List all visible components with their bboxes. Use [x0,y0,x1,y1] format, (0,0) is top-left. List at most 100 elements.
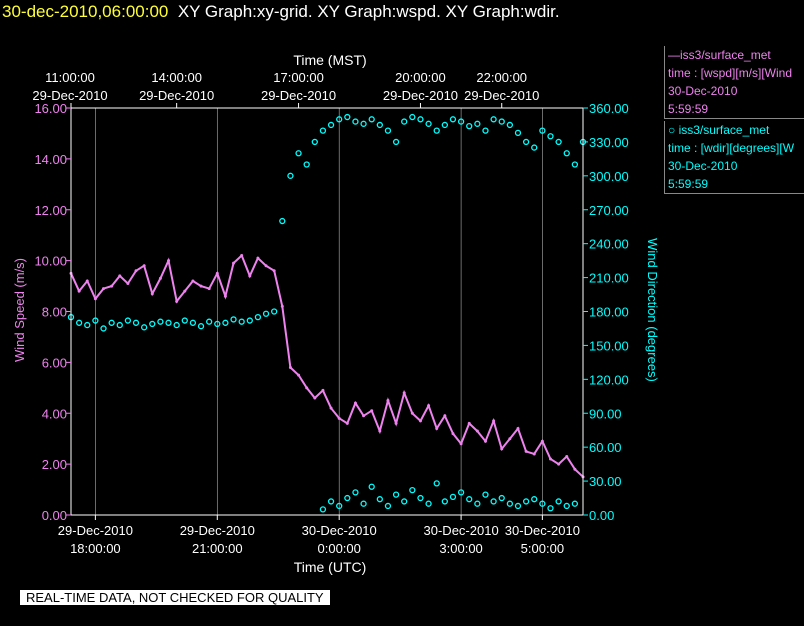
right-tick-label-0: 0.00 [589,508,614,523]
series-wspd-point-29 [305,386,309,390]
series-wspd-point-38 [378,429,382,433]
top-tick-date-3: 29-Dec-2010 [383,88,458,103]
top-tick-date-2: 29-Dec-2010 [261,88,336,103]
series-wspd-point-60 [557,462,561,466]
series-wspd-point-43 [418,419,422,423]
series-wdir-point-14 [181,317,188,324]
bottom-tick-time-4: 5:00:00 [521,541,564,556]
series-wdir-point-41 [401,118,408,125]
bottom-tick-date-1: 29-Dec-2010 [180,523,255,538]
series-wdir_low-point-11 [409,486,416,494]
top-tick-time-0: 11:00:00 [45,70,95,85]
series-wdir-point-54 [506,121,514,129]
series-wspd-point-7 [126,282,130,286]
series-wdir-point-16 [197,323,205,330]
series-wdir_low-point-8 [384,502,392,510]
series-wspd-point-21 [240,254,244,258]
series-wspd-point-4 [102,287,106,291]
top-tick-time-2: 17:00:00 [273,70,324,85]
series-wspd-point-57 [532,452,536,456]
right-tick-label-1: 30.00 [589,474,622,489]
right-tick-label-4: 120.00 [589,372,629,387]
series-wdir-point-17 [206,318,213,325]
series-wspd-point-40 [394,421,398,425]
series-wdir-point-49 [466,122,473,130]
series-wdir-point-10 [149,320,156,328]
bottom-axis-title: Time (UTC) [294,559,367,575]
series-wdir-point-53 [498,118,505,125]
series-wdir-point-22 [246,317,253,324]
series-wspd-point-59 [548,457,552,461]
series-wdir_low-point-27 [539,500,546,507]
series-wdir-point-8 [132,319,140,326]
series-wdir-point-2 [84,321,91,329]
series-layer [67,113,587,513]
legend-wspd-source: —iss3/surface_met [668,48,771,62]
legend-wspd-date: 30-Dec-2010 [668,84,738,98]
series-wdir-point-18 [214,320,221,328]
series-wdir-point-23 [254,314,262,321]
left-tick-label-1: 2.00 [42,457,67,472]
series-wspd-point-25 [272,269,276,273]
series-wspd-point-49 [467,421,471,425]
series-wdir_low-point-5 [360,500,367,507]
series-wspd-point-16 [199,284,203,288]
series-wspd-point-28 [297,373,301,377]
series-wspd-line [70,253,584,478]
right-tick-label-3: 90.00 [589,406,622,421]
series-wdir-point-35 [352,118,359,125]
series-wdir-point-38 [376,121,383,129]
axis-ticks: 29-Dec-2010 18:00:00 29-Dec-2010 21:00:00 30… [32,70,628,556]
series-wdir_low-point-17 [457,489,465,496]
series-wspd-point-26 [280,304,284,308]
right-tick-label-5: 150.00 [589,338,629,353]
series-wspd-point-22 [248,274,252,278]
series-wdir-point-27 [287,172,294,179]
left-tick-label-0: 0.00 [42,508,67,523]
series-wspd-point-15 [191,279,195,283]
series-wdir_low-point-0 [319,506,327,513]
series-wdir_low-point-16 [449,493,457,501]
left-tick-label-5: 10.00 [34,254,67,269]
series-wspd-point-10 [150,292,154,296]
series-wdir-point-19 [222,319,229,326]
series-wdir-point-52 [490,116,497,123]
series-wspd-point-44 [427,404,431,408]
series-wspd-point-50 [475,429,479,433]
series-wdir-point-58 [539,127,546,134]
series-wspd-point-30 [313,396,317,400]
series-wdir_low-point-13 [425,500,432,507]
legend-wspd: —iss3/surface_met time : [wspd][m/s][Win… [664,46,804,119]
top-tick-date-1: 29-Dec-2010 [139,88,214,103]
top-tick-time-3: 20:00:00 [395,70,446,85]
series-wdir-point-30 [311,138,318,146]
series-wdir_low-point-30 [563,502,570,510]
series-wdir_low-point-24 [514,502,522,510]
series-wdir-point-32 [327,121,335,129]
series-wdir-point-4 [100,325,107,332]
left-tick-label-3: 6.00 [42,355,67,370]
right-tick-label-12: 360.00 [589,101,629,116]
series-wspd-point-39 [386,399,390,403]
left-axis-title: Wind Speed (m/s) [12,258,27,362]
series-wspd-point-46 [443,414,447,418]
series-wspd-point-19 [223,294,227,298]
bottom-tick-date-0: 29-Dec-2010 [58,523,133,538]
series-wspd-point-8 [134,269,138,273]
series-wdir-point-61 [563,150,570,157]
series-wdir-point-20 [230,316,237,323]
series-wdir-point-50 [474,120,481,127]
right-axis-title: Wind Direction (degrees) [645,238,660,382]
series-wdir-point-21 [238,318,245,325]
series-wdir_low-point-10 [401,498,408,505]
top-tick-date-4: 29-Dec-2010 [464,88,539,103]
series-wdir_low-point-7 [376,496,383,503]
grid-lines [95,108,543,515]
series-wdir-point-36 [360,120,367,127]
series-wspd-point-47 [451,432,455,436]
series-wdir-point-25 [271,308,278,315]
top-tick-time-1: 14:00:00 [151,70,202,85]
left-tick-label-6: 12.00 [34,203,67,218]
right-tick-label-11: 330.00 [589,135,629,150]
